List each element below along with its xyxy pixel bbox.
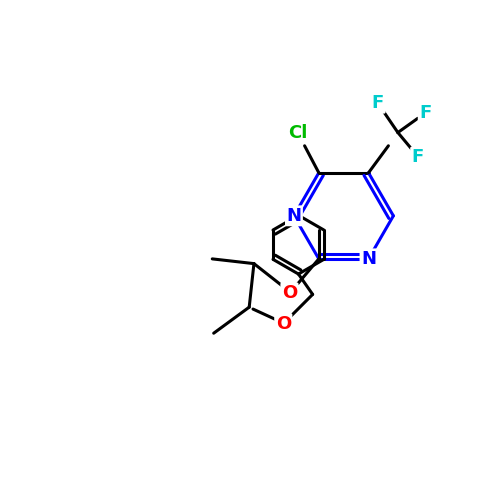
Text: O: O bbox=[276, 315, 291, 333]
Text: N: N bbox=[361, 250, 376, 268]
Text: F: F bbox=[419, 103, 432, 122]
Text: F: F bbox=[372, 94, 384, 112]
Text: F: F bbox=[411, 148, 424, 166]
Text: O: O bbox=[282, 284, 297, 302]
Text: N: N bbox=[286, 207, 301, 225]
Text: Cl: Cl bbox=[288, 124, 307, 141]
